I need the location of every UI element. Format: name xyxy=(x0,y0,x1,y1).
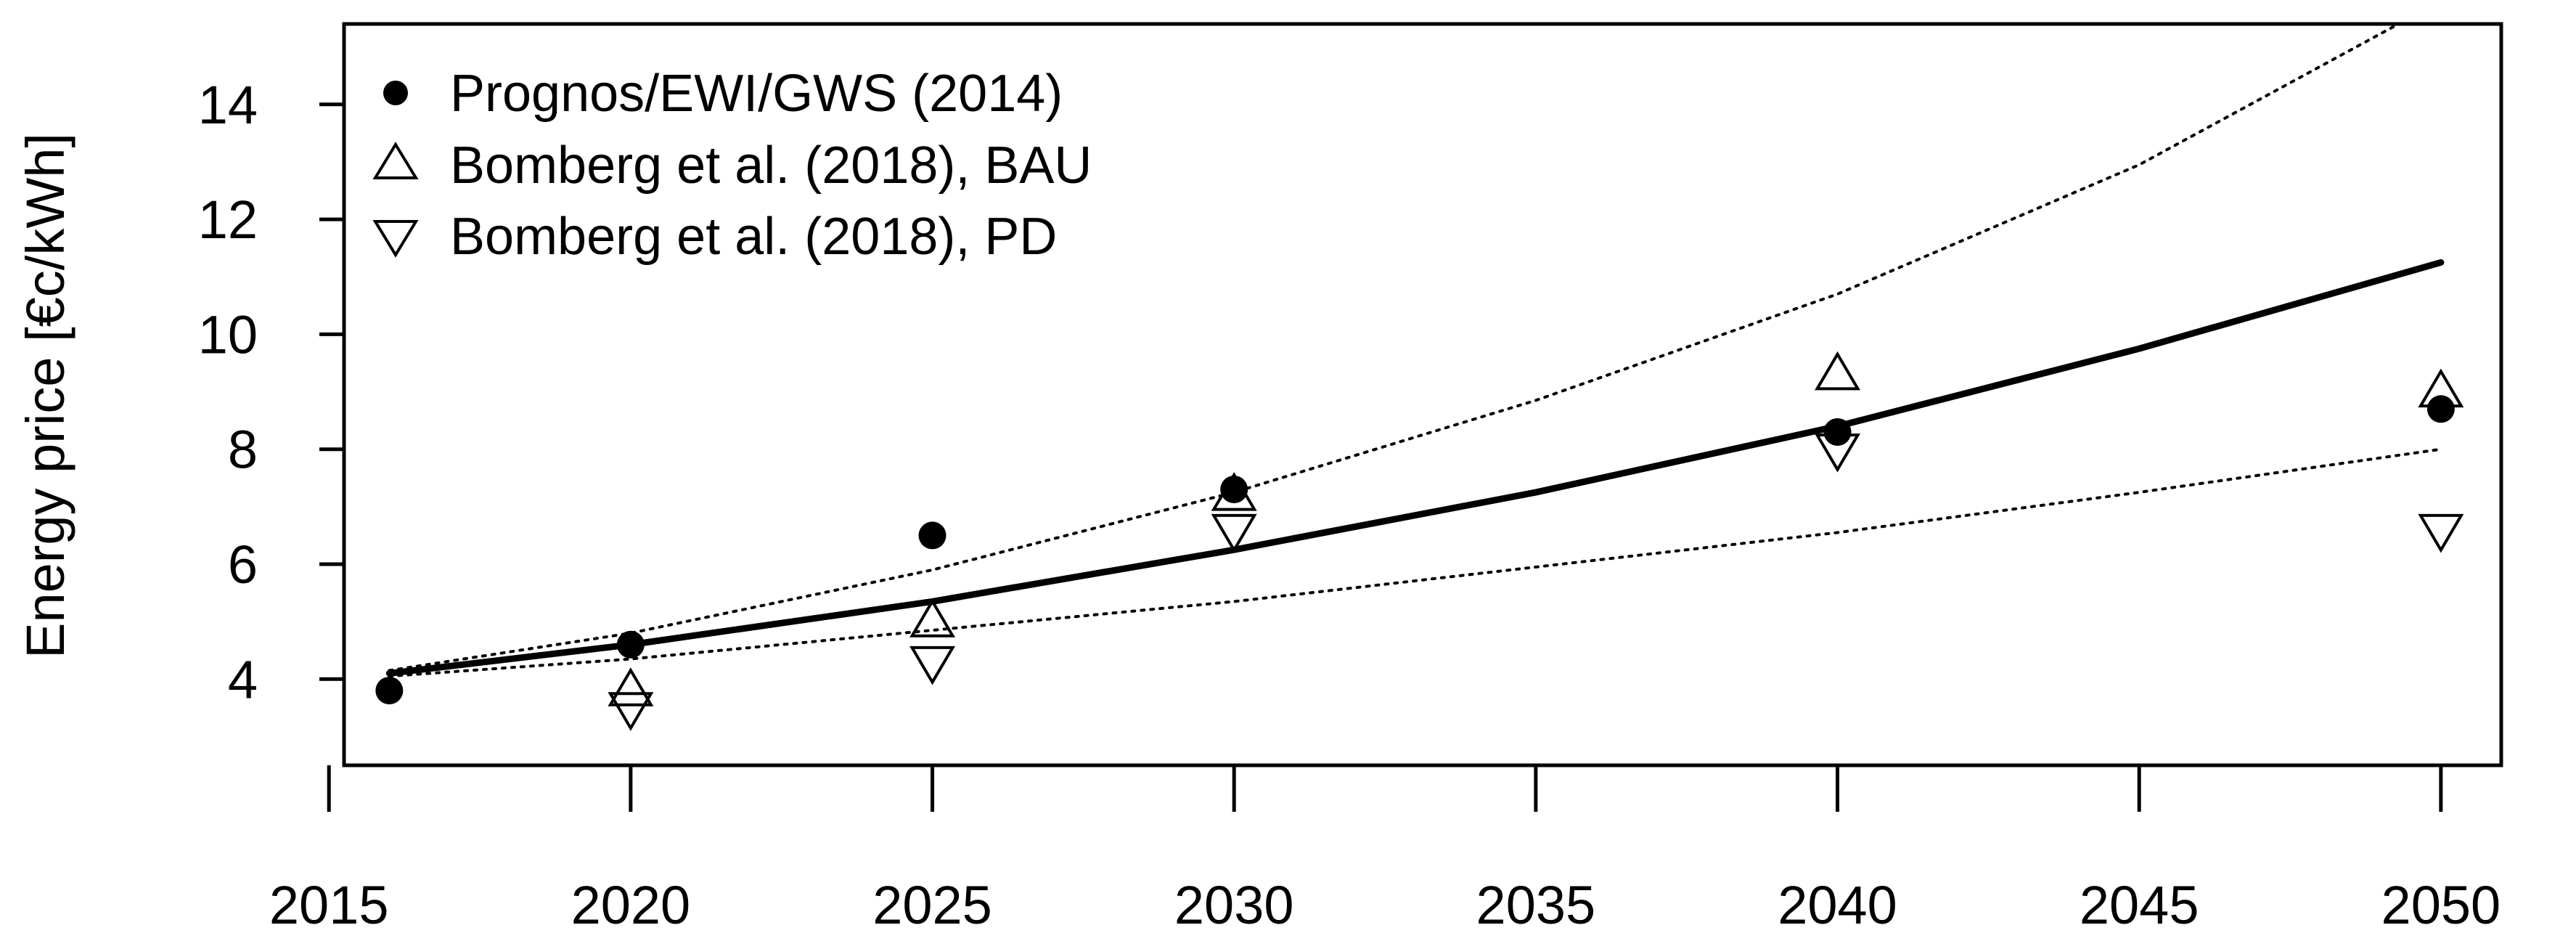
point-prognos xyxy=(2426,395,2455,423)
line-upper-bound xyxy=(388,24,2402,672)
point-prognos xyxy=(375,677,404,705)
point-prognos xyxy=(616,630,645,659)
data-points xyxy=(375,351,2464,731)
point-bau xyxy=(1815,351,1861,391)
point-bau xyxy=(2418,368,2464,408)
y-tick-label: 6 xyxy=(228,534,258,595)
legend-label-pd: Bomberg et al. (2018), PD xyxy=(450,208,1057,266)
x-tick-label: 2025 xyxy=(872,875,992,935)
legend: Prognos/EWI/GWS (2014) Bomberg et al. (2… xyxy=(372,65,1092,266)
legend-marker-triangle-up xyxy=(372,142,419,179)
point-bau xyxy=(608,667,654,706)
legend-marker-filled-circle xyxy=(383,81,408,105)
point-pd xyxy=(1211,513,1257,553)
legend-label-prognos: Prognos/EWI/GWS (2014) xyxy=(450,65,1063,123)
trend-lines xyxy=(385,24,2445,678)
legend-marker-triangle-down xyxy=(372,220,419,258)
point-bau xyxy=(909,598,956,638)
point-pd xyxy=(909,645,956,685)
y-axis-title: Energy price [€c/kWh] xyxy=(15,133,75,659)
point-prognos xyxy=(918,521,946,550)
x-tick-label: 2050 xyxy=(2381,875,2501,935)
y-tick-label: 8 xyxy=(228,420,258,480)
x-tick-label: 2020 xyxy=(571,875,691,935)
point-prognos xyxy=(1220,476,1248,504)
legend-item-pd: Bomberg et al. (2018), PD xyxy=(372,208,1057,266)
line-lower-bound xyxy=(388,447,2442,678)
point-prognos xyxy=(1823,418,1852,446)
x-tick-label: 2030 xyxy=(1174,875,1294,935)
point-pd xyxy=(608,692,654,731)
point-bau xyxy=(1211,472,1257,511)
y-axis: 4 6 8 10 12 14 xyxy=(198,75,344,709)
point-pd xyxy=(1815,433,1861,473)
x-tick-label: 2015 xyxy=(269,875,389,935)
line-central-trend xyxy=(385,258,2445,677)
legend-item-prognos: Prognos/EWI/GWS (2014) xyxy=(383,65,1063,123)
y-tick-label: 10 xyxy=(198,304,258,364)
y-tick-label: 14 xyxy=(198,75,258,135)
y-tick-label: 12 xyxy=(198,190,258,250)
legend-item-bau: Bomberg et al. (2018), BAU xyxy=(372,137,1092,195)
x-axis: 2015 2020 2025 2030 2035 2040 2045 2050 xyxy=(269,765,2501,935)
y-tick-label: 4 xyxy=(228,649,258,709)
x-tick-label: 2035 xyxy=(1476,875,1596,935)
plot-frame xyxy=(342,22,2503,767)
legend-label-bau: Bomberg et al. (2018), BAU xyxy=(450,137,1092,195)
x-tick-label: 2040 xyxy=(1778,875,1897,935)
point-pd xyxy=(2418,513,2464,553)
x-tick-label: 2045 xyxy=(2080,875,2199,935)
